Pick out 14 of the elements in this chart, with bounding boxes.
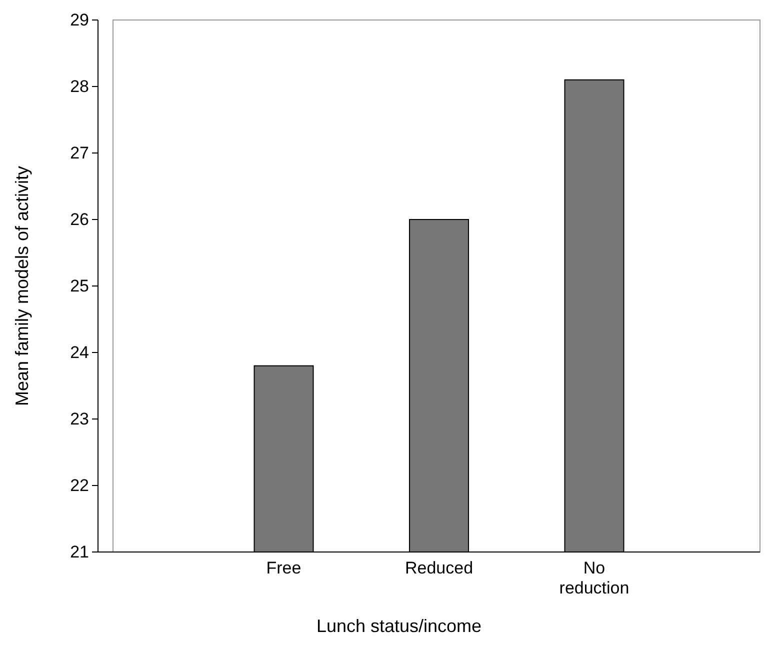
x-tick-label: Reduced bbox=[404, 558, 474, 578]
y-tick-label: 28 bbox=[70, 76, 89, 96]
y-tick-label: 29 bbox=[70, 10, 89, 30]
y-tick-label: 22 bbox=[70, 476, 89, 495]
y-tick-label: 24 bbox=[70, 342, 89, 362]
x-axis-title: Lunch status/income bbox=[316, 616, 482, 636]
y-tick-label: 23 bbox=[70, 409, 89, 428]
y-axis-title: Mean family models of activity bbox=[12, 166, 32, 406]
x-tick-label: No reduction bbox=[559, 558, 630, 598]
x-tick-label: Free bbox=[266, 558, 302, 578]
y-tick-label: 25 bbox=[70, 276, 89, 296]
y-tick-label: 27 bbox=[70, 143, 89, 162]
y-tick-label: 21 bbox=[70, 542, 89, 562]
y-tick-label: 26 bbox=[70, 210, 89, 229]
